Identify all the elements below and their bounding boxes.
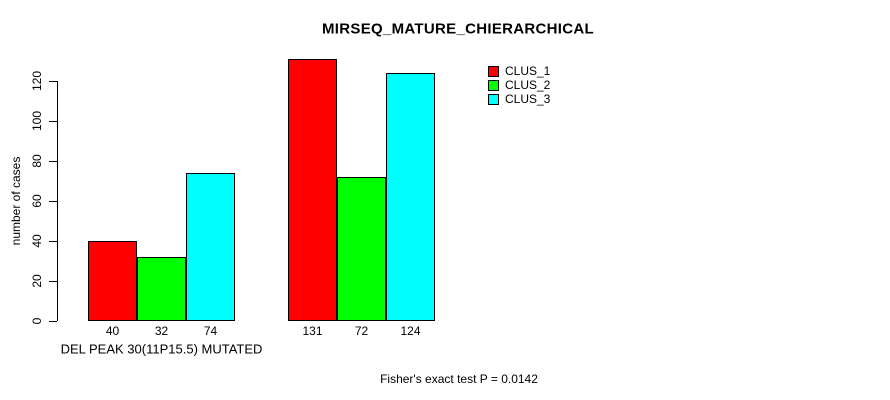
y-tick-mark (49, 200, 57, 202)
bar-clus_2-group2 (337, 177, 386, 321)
y-axis-label: number of cases (9, 156, 23, 246)
bar-value-label: 124 (400, 324, 421, 338)
bar-clus_2-group1 (137, 257, 186, 321)
bar-clus_3-group1 (186, 173, 235, 321)
legend-swatch-clus_2 (488, 79, 499, 91)
y-tick-label: 20 (30, 274, 44, 288)
bar-value-label: 72 (354, 324, 369, 338)
bar-value-label: 131 (302, 324, 323, 338)
y-tick-label: 100 (30, 110, 44, 132)
legend-row: CLUS_1 (488, 64, 550, 78)
y-tick-label: 120 (30, 70, 44, 92)
legend-label: CLUS_3 (505, 92, 551, 106)
chart-title: MIRSEQ_MATURE_CHIERARCHICAL (322, 20, 594, 38)
y-tick-mark (49, 280, 57, 282)
y-axis-line (57, 81, 59, 321)
y-tick-label: 40 (30, 234, 44, 248)
y-tick-mark (49, 80, 57, 82)
annotation-text: Fisher's exact test P = 0.0142 (380, 372, 538, 386)
y-tick-mark (49, 320, 57, 322)
y-tick-label: 0 (30, 317, 44, 325)
bar-clus_3-group2 (386, 73, 435, 321)
y-tick-label: 80 (30, 154, 44, 168)
bar-clus_1-group1 (88, 241, 137, 321)
legend-label: CLUS_1 (505, 64, 551, 78)
legend-swatch-clus_1 (488, 65, 499, 77)
bar-clus_1-group2 (288, 59, 337, 321)
legend-row: CLUS_3 (488, 92, 550, 106)
y-tick-label: 60 (30, 194, 44, 208)
bar-value-label: 32 (154, 324, 169, 338)
y-tick-mark (49, 120, 57, 122)
y-tick-mark (49, 240, 57, 242)
bar-value-label: 40 (105, 324, 120, 338)
x-category-label: DEL PEAK 30(11P15.5) MUTATED (60, 341, 263, 357)
bar-value-label: 74 (203, 324, 218, 338)
y-tick-mark (49, 160, 57, 162)
legend-row: CLUS_2 (488, 78, 550, 92)
legend: CLUS_1 CLUS_2 CLUS_3 (488, 64, 550, 106)
legend-label: CLUS_2 (505, 78, 551, 92)
legend-swatch-clus_3 (488, 93, 499, 105)
